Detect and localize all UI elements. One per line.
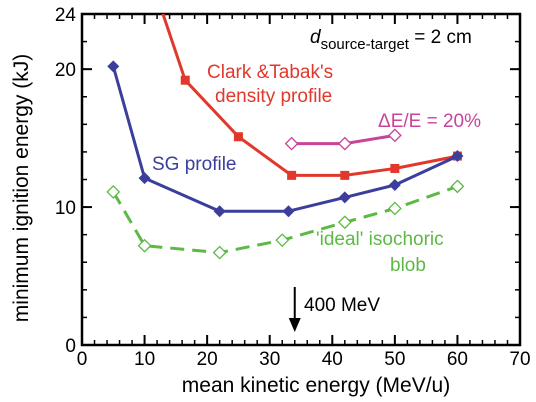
series-2: [284, 128, 402, 151]
data-point: [340, 170, 350, 180]
x-axis-title: mean kinetic energy (MeV/u): [182, 374, 450, 397]
distance-annotation: dsource-target = 2 cm: [310, 27, 472, 53]
data-point: [137, 238, 152, 253]
sg-profile-label: SG profile: [152, 154, 236, 175]
x-tick-label: 50: [384, 349, 405, 370]
y-tick-label: 20: [55, 60, 76, 81]
x-tick-label: 30: [259, 349, 280, 370]
data-point: [287, 170, 297, 180]
energy-marker-label: 400 MeV: [304, 295, 380, 316]
data-point: [284, 136, 299, 151]
x-tick-label: 10: [134, 349, 155, 370]
x-tick-label: 0: [77, 349, 88, 370]
ideal-blob-label-line1: 'ideal' isochoric: [316, 229, 444, 250]
data-point: [233, 132, 243, 142]
data-point: [107, 60, 120, 73]
data-point: [275, 233, 290, 248]
data-point: [450, 179, 465, 194]
y-tick-label: 10: [55, 198, 76, 219]
data-point: [337, 136, 352, 151]
x-tick-label: 20: [197, 349, 218, 370]
series-layer: [106, 14, 465, 260]
clark-tabak-label-line1: Clark &Tabak's: [207, 62, 333, 83]
y-tick-label: 24: [55, 5, 77, 26]
data-point: [282, 205, 295, 218]
x-tick-label: 60: [447, 349, 468, 370]
y-tick-label: 0: [65, 336, 76, 357]
y-axis-title: minimum ignition energy (kJ): [10, 54, 33, 322]
data-point: [387, 201, 402, 216]
ideal-blob-label-line2: blob: [390, 255, 426, 276]
x-tick-label: 70: [509, 349, 530, 370]
data-point: [451, 150, 464, 163]
data-point: [338, 191, 351, 204]
clark-tabak-label-line2: density profile: [215, 86, 332, 107]
series-1: [107, 60, 464, 218]
data-point: [212, 245, 227, 260]
data-point: [387, 128, 402, 143]
axes: 0 10 20 30 40 50 60 70 0 10 20 24: [55, 5, 531, 370]
data-point: [337, 215, 352, 230]
data-point: [390, 163, 400, 173]
data-point: [388, 179, 401, 192]
data-point: [138, 172, 151, 185]
data-point: [213, 205, 226, 218]
x-tick-label: 40: [322, 349, 343, 370]
delta-e-label: ΔE/E = 20%: [378, 111, 481, 132]
data-point: [180, 75, 190, 85]
series-3: [106, 179, 465, 260]
data-point: [106, 184, 121, 199]
energy-marker-arrow: [288, 287, 301, 332]
